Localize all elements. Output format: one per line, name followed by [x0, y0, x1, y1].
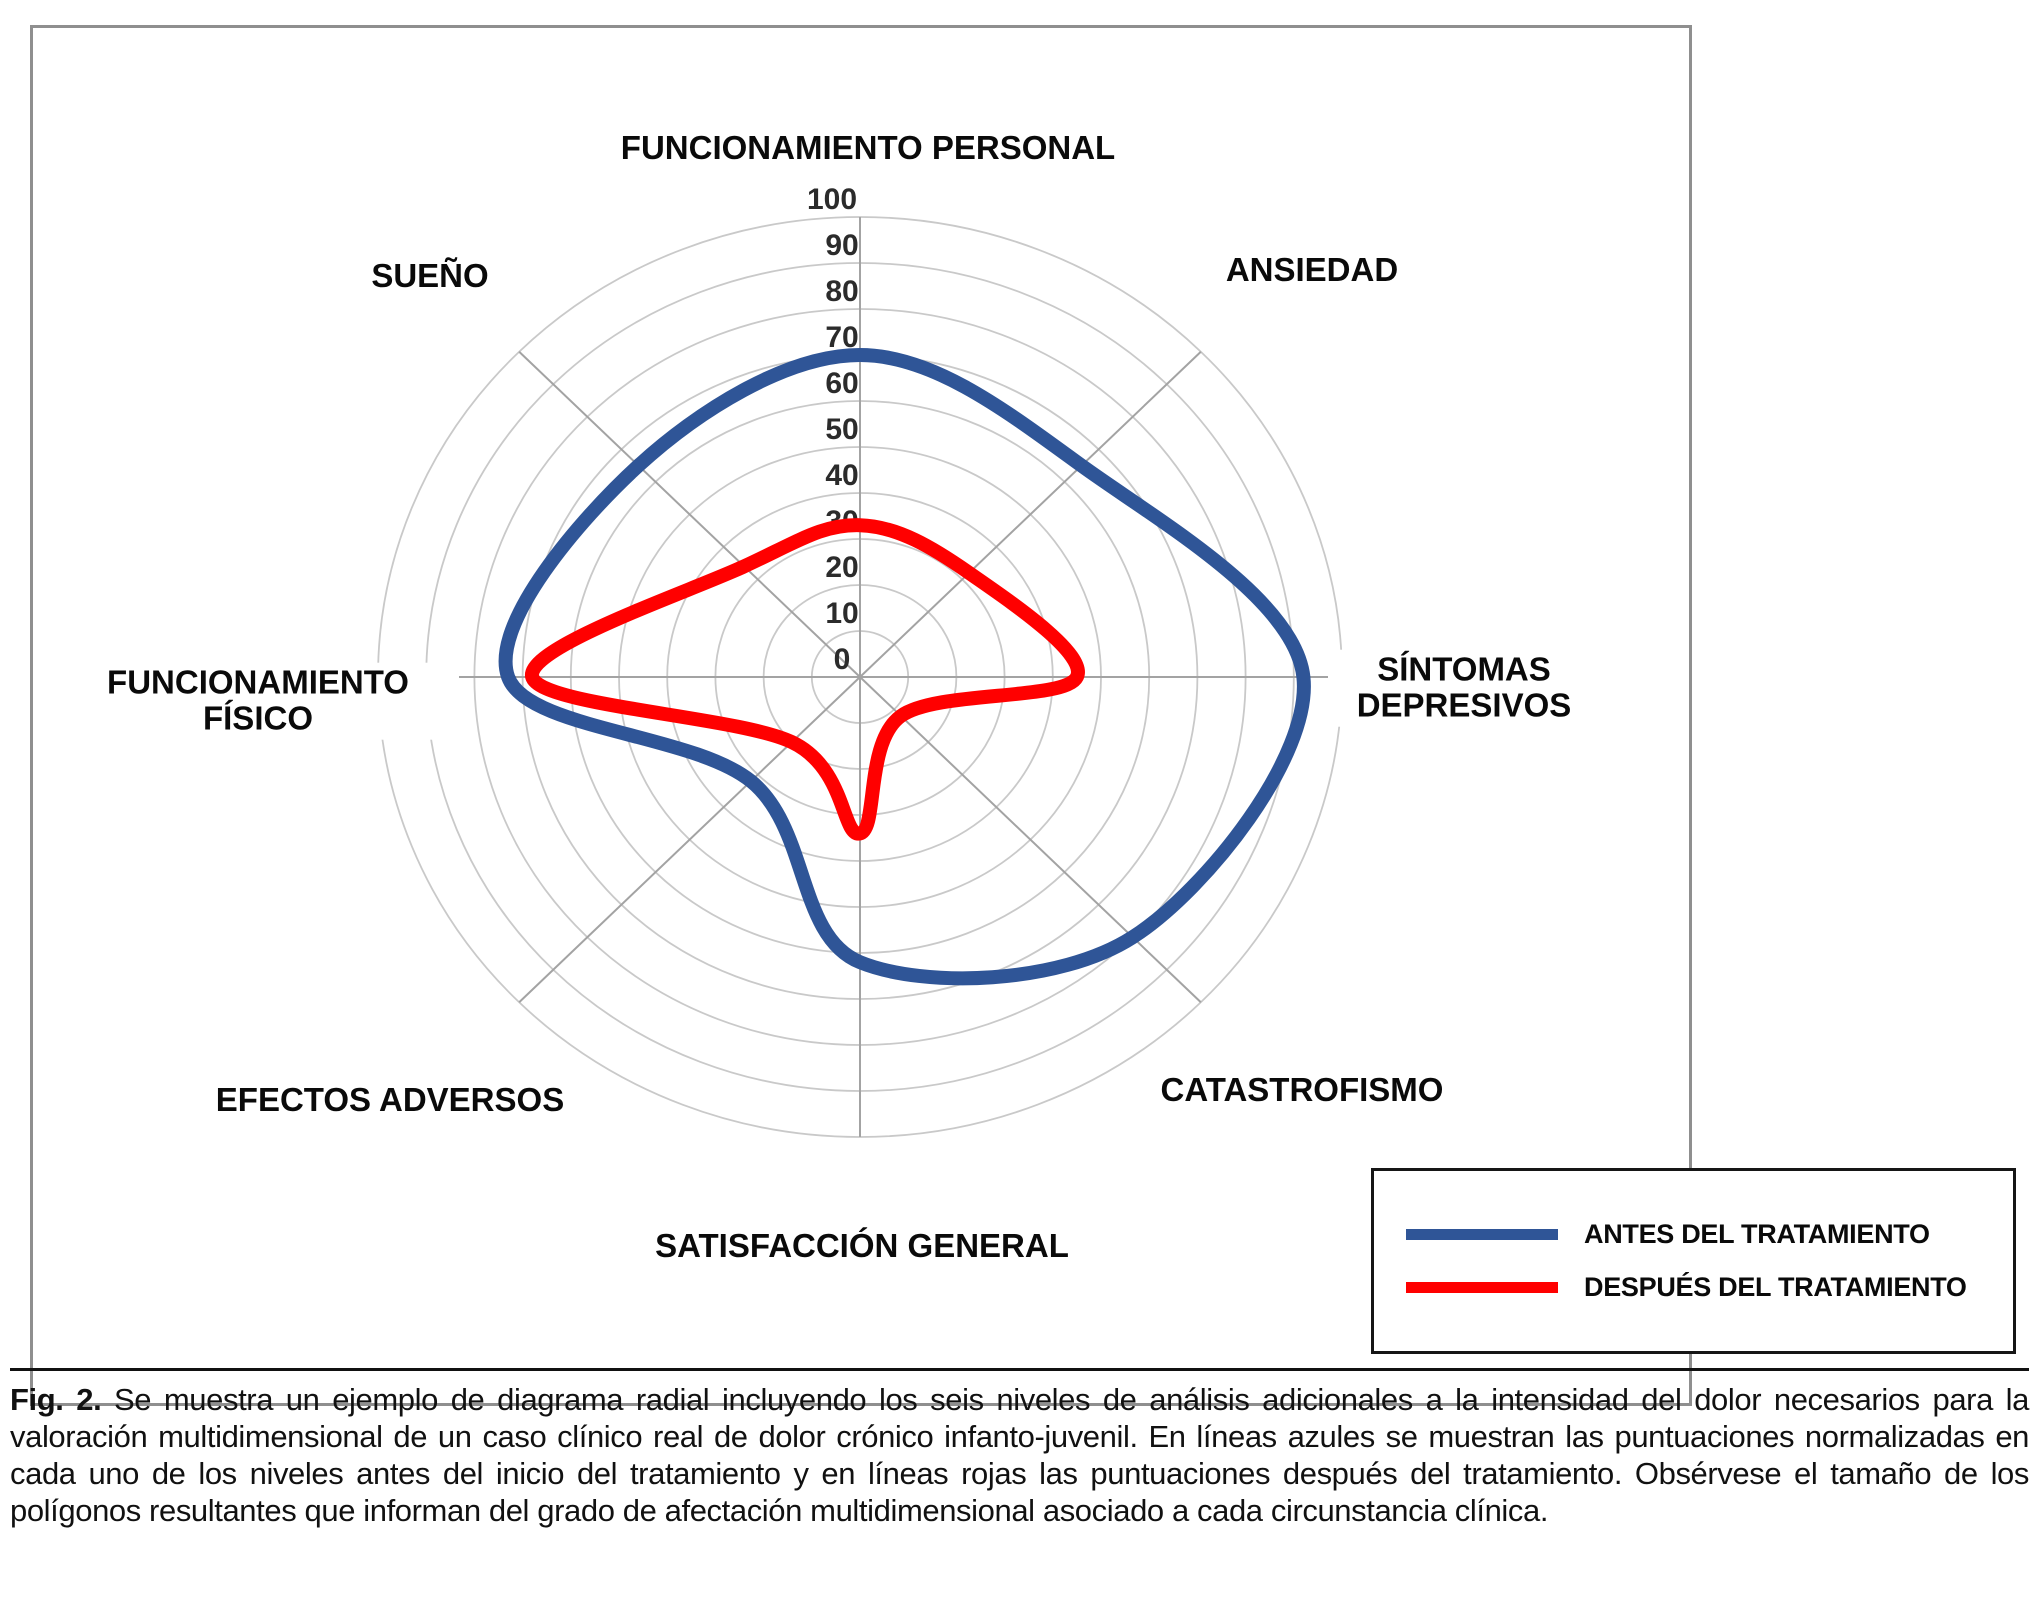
- grid-spoke-1: [859, 351, 1202, 678]
- radial-tick-80: 80: [825, 275, 858, 308]
- radial-tick-0: 0: [834, 643, 851, 676]
- legend-swatch-red-line: [1406, 1282, 1558, 1293]
- radial-tick-90: 90: [825, 229, 858, 262]
- series-line-despues: [525, 518, 1085, 841]
- legend-label-after: DESPUÉS DEL TRATAMIENTO: [1584, 1272, 1967, 1302]
- axis-label-catastrofismo: CATASTROFISMO: [1154, 1069, 1450, 1111]
- legend-row-before: ANTES DEL TRATAMIENTO: [1406, 1219, 2013, 1250]
- legend-row-after: DESPUÉS DEL TRATAMIENTO: [1406, 1272, 2013, 1303]
- legend-swatch-blue-line: [1406, 1229, 1558, 1240]
- axis-label-satisfaccion-general: SATISFACCIÓN GENERAL: [649, 1225, 1075, 1267]
- legend-label-before: ANTES DEL TRATAMIENTO: [1584, 1219, 1930, 1249]
- grid-spoke-7: [518, 351, 861, 678]
- radial-tick-100: 100: [807, 183, 857, 216]
- axis-label-funcionamiento-personal: FUNCIONAMIENTO PERSONAL: [614, 127, 1122, 169]
- axis-label-funcionamiento-fisico: FUNCIONAMIENTO FÍSICO: [57, 662, 459, 740]
- radial-tick-60: 60: [825, 367, 858, 400]
- figure-caption-text: Se muestra un ejemplo de diagrama radial…: [10, 1382, 2030, 1528]
- axis-label-efectos-adversos: EFECTOS ADVERSOS: [209, 1079, 571, 1121]
- figure-caption: Fig. 2. Se muestra un ejemplo de diagram…: [10, 1368, 2029, 1529]
- legend-box: ANTES DEL TRATAMIENTO DESPUÉS DEL TRATAM…: [1371, 1168, 2016, 1354]
- grid-spoke-5: [518, 676, 861, 1003]
- axis-label-ansiedad: ANSIEDAD: [1219, 249, 1405, 291]
- axis-label-sintomas-depresivos: SÍNTOMAS DEPRESIVOS: [1328, 649, 1600, 727]
- radial-tick-40: 40: [825, 459, 858, 492]
- grid-spoke-3: [859, 676, 1202, 1003]
- radial-tick-50: 50: [825, 413, 858, 446]
- radial-tick-20: 20: [825, 551, 858, 584]
- axis-label-sueno: SUEÑO: [365, 255, 495, 297]
- radial-tick-10: 10: [825, 597, 858, 630]
- figure-caption-number: Fig. 2.: [10, 1382, 102, 1417]
- series-line-antes: [498, 348, 1311, 986]
